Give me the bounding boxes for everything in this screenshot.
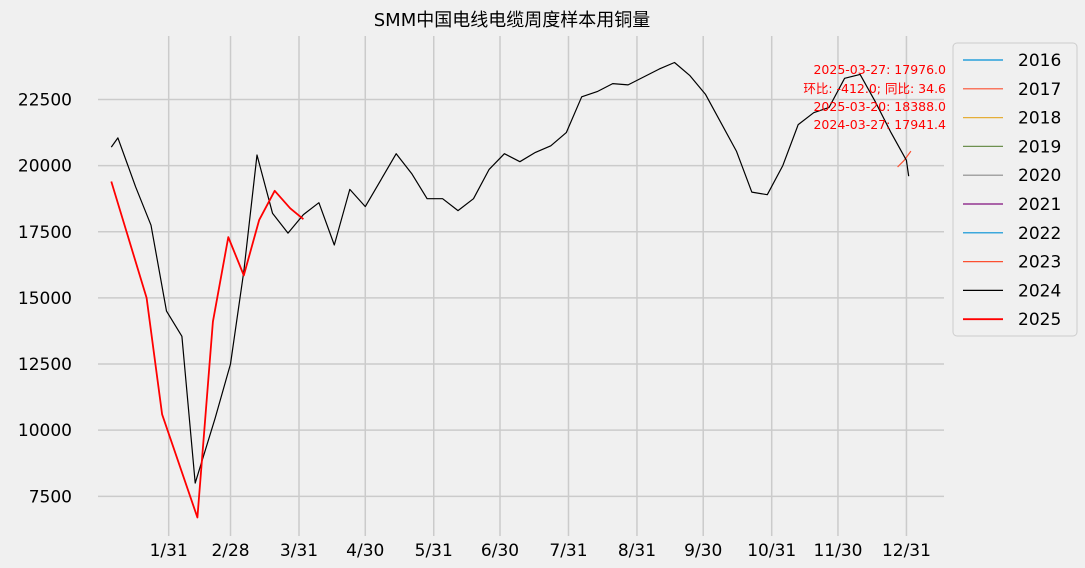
y-tick-label: 20000 xyxy=(18,157,72,177)
x-tick-label: 2/28 xyxy=(211,541,249,561)
y-tick-label: 7500 xyxy=(29,487,72,507)
x-tick-label: 7/31 xyxy=(549,541,587,561)
y-tick-label: 17500 xyxy=(18,223,72,243)
y-tick-label: 22500 xyxy=(18,90,72,110)
x-tick-label: 11/30 xyxy=(813,541,862,561)
annotation-prev-year: 2024-03-27: 17941.4 xyxy=(813,117,946,132)
series-line-2024 xyxy=(110,61,910,484)
y-tick-label: 12500 xyxy=(18,355,72,375)
legend-label-2018: 2018 xyxy=(1018,109,1061,129)
series-line-2025 xyxy=(110,181,304,519)
x-tick-label: 5/31 xyxy=(415,541,453,561)
x-axis-ticks: 1/31 2/28 3/31 4/30 5/31 6/30 7/31 8/31 9/30 10/3… xyxy=(150,541,931,561)
legend-label-2023: 2023 xyxy=(1018,253,1061,273)
annotation-change: 环比: -412.0; 同比: 34.6 xyxy=(803,81,946,96)
annotation-latest: 2025-03-27: 17976.0 xyxy=(813,62,946,77)
x-tick-label: 1/31 xyxy=(150,541,188,561)
legend-box xyxy=(952,42,1078,337)
y-tick-label: 15000 xyxy=(18,289,72,309)
y-axis-ticks: 7500 10000 12500 15000 17500 20000 22500 xyxy=(18,90,72,507)
plot-area xyxy=(98,36,944,536)
chart-title: SMM中国电线电缆周度样本用铜量 xyxy=(374,10,651,31)
x-tick-label: 8/31 xyxy=(618,541,656,561)
legend-label-2022: 2022 xyxy=(1018,224,1061,244)
legend-label-2021: 2021 xyxy=(1018,195,1061,215)
x-tick-label: 10/31 xyxy=(747,541,796,561)
legend-label-2019: 2019 xyxy=(1018,137,1061,157)
x-tick-label: 6/30 xyxy=(481,541,519,561)
legend-label-2025: 2025 xyxy=(1018,310,1061,330)
x-tick-label: 9/30 xyxy=(684,541,722,561)
legend: 2016 2017 2018 2019 2020 2021 2022 2023 2024 2025 xyxy=(952,42,1078,337)
x-tick-label: 4/30 xyxy=(346,541,384,561)
series-lines xyxy=(110,61,912,519)
x-tick-label: 3/31 xyxy=(280,541,318,561)
annotation-prev-week: 2025-03-20: 18388.0 xyxy=(813,99,946,114)
x-tick-label: 12/31 xyxy=(882,541,931,561)
legend-label-2024: 2024 xyxy=(1018,281,1061,301)
annotation-block: 2025-03-27: 17976.0 环比: -412.0; 同比: 34.6… xyxy=(803,62,946,132)
y-tick-label: 10000 xyxy=(18,421,72,441)
grid-lines xyxy=(98,36,944,536)
series-line-2017 xyxy=(897,150,912,168)
legend-label-2016: 2016 xyxy=(1018,51,1061,71)
legend-label-2020: 2020 xyxy=(1018,166,1061,186)
legend-label-2017: 2017 xyxy=(1018,80,1061,100)
